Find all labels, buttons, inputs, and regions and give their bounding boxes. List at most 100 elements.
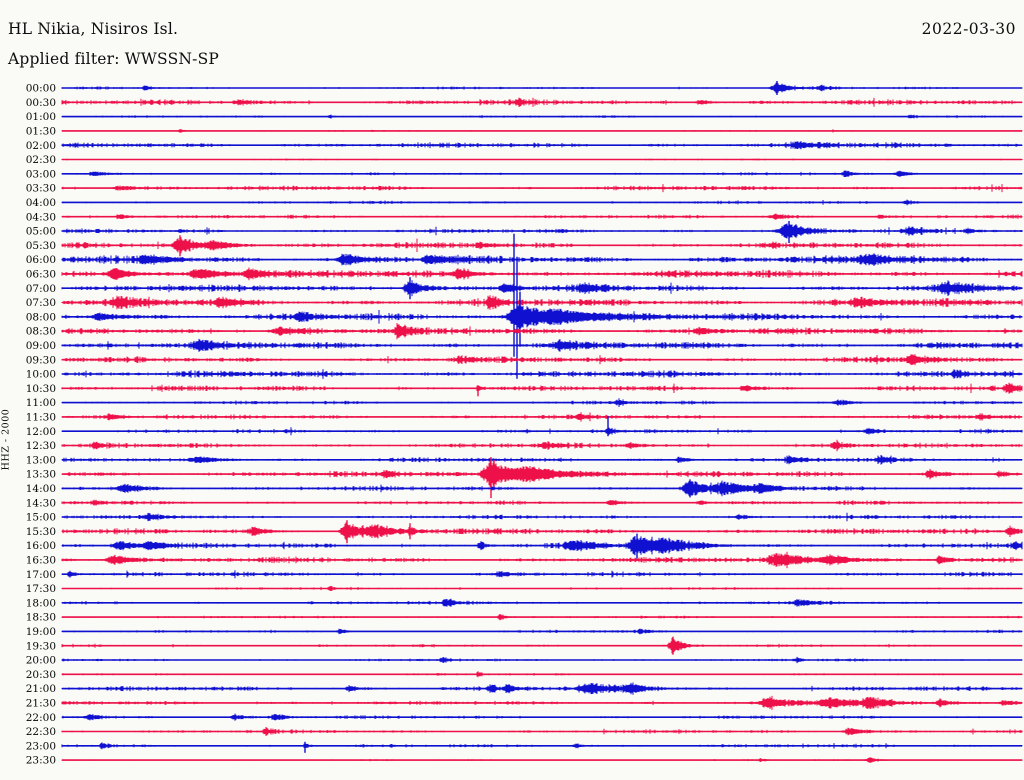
time-label-19:00: 19:00 [26,626,56,638]
trace-waveform [61,114,1023,119]
trace-row-14:00: 14:00 [26,479,1023,498]
time-label-23:00: 23:00 [26,740,56,752]
time-label-19:30: 19:30 [26,640,56,652]
trace-row-05:30: 05:30 [26,235,1023,257]
trace-waveform [61,598,1023,607]
time-label-08:00: 08:00 [26,311,56,323]
trace-waveform [61,742,1023,750]
time-label-05:30: 05:30 [26,240,56,252]
time-label-23:30: 23:30 [26,755,56,767]
trace-waveform [61,369,1023,379]
time-label-01:00: 01:00 [26,111,56,123]
trace-row-05:00: 05:00 [26,221,1023,243]
trace-waveform [61,656,1023,664]
trace-row-01:00: 01:00 [26,111,1023,123]
time-label-04:00: 04:00 [26,197,56,209]
trace-row-10:30: 10:30 [26,382,1023,397]
trace-row-20:00: 20:00 [26,655,1023,667]
trace-waveform [61,439,1023,452]
time-label-21:00: 21:00 [26,683,56,695]
time-label-07:00: 07:00 [26,283,56,295]
trace-waveform [61,82,1023,94]
time-label-10:30: 10:30 [26,383,56,395]
time-label-03:30: 03:30 [26,183,56,195]
time-label-22:00: 22:00 [26,712,56,724]
trace-waveform [61,141,1023,150]
trace-waveform [61,682,1023,695]
trace-waveform [61,713,1023,721]
trace-row-13:00: 13:00 [26,454,1023,466]
trace-row-08:30: 08:30 [26,323,1023,340]
trace-waveform [61,382,1023,394]
trace-row-00:30: 00:30 [26,97,1023,109]
time-label-16:30: 16:30 [26,555,56,567]
trace-row-07:00: 07:00 [26,277,1023,300]
trace-waveform [61,223,1023,239]
trace-waveform [61,614,1023,621]
trace-row-06:30: 06:30 [26,267,1023,281]
trace-waveform [61,199,1023,206]
time-label-03:00: 03:00 [26,168,56,180]
time-label-02:00: 02:00 [26,140,56,152]
trace-row-02:30: 02:30 [26,154,1023,166]
trace-waveform [61,512,1023,522]
trace-row-12:30: 12:30 [26,439,1023,452]
time-label-11:00: 11:00 [26,397,56,409]
trace-row-13:30: 13:30 [26,457,1023,499]
trace-row-18:30: 18:30 [26,612,1023,624]
trace-row-09:30: 09:30 [26,354,1023,366]
time-label-06:00: 06:00 [26,254,56,266]
time-label-00:30: 00:30 [26,97,56,109]
time-label-05:00: 05:00 [26,226,56,238]
time-label-18:00: 18:00 [26,597,56,609]
trace-row-21:30: 21:30 [26,695,1023,710]
trace-waveform [61,586,1023,591]
time-label-20:00: 20:00 [26,655,56,667]
trace-row-01:30: 01:30 [26,126,1023,138]
trace-row-17:30: 17:30 [26,583,1023,595]
time-label-21:30: 21:30 [26,698,56,710]
trace-waveform [61,427,1023,436]
time-label-08:30: 08:30 [26,326,56,338]
event-spike [490,457,495,499]
trace-row-03:00: 03:00 [26,168,1023,180]
time-label-12:30: 12:30 [26,440,56,452]
trace-waveform [61,237,1023,254]
trace-row-03:30: 03:30 [26,183,1023,195]
trace-waveform [61,695,1023,710]
trace-row-08:00: 08:00 [26,233,1023,379]
trace-row-02:00: 02:00 [26,140,1023,152]
report-date: 2022-03-30 [921,20,1016,38]
trace-waveform [61,170,1023,177]
time-label-10:00: 10:00 [26,369,56,381]
trace-waveform [61,280,1023,297]
trace-row-10:00: 10:00 [26,369,1023,381]
time-label-14:30: 14:30 [26,497,56,509]
trace-waveform [61,267,1023,281]
time-label-16:00: 16:00 [26,540,56,552]
trace-waveform [61,295,1023,310]
time-label-17:00: 17:00 [26,569,56,581]
trace-waveform [61,570,1023,579]
trace-row-21:00: 21:00 [26,682,1023,695]
trace-row-11:00: 11:00 [26,397,1023,409]
trace-row-16:30: 16:30 [26,551,1023,569]
trace-row-15:00: 15:00 [26,512,1023,524]
trace-waveform [61,757,1023,763]
trace-waveform [61,461,1023,487]
time-label-04:30: 04:30 [26,211,56,223]
time-label-13:00: 13:00 [26,454,56,466]
trace-waveform [61,480,1023,497]
time-label-07:30: 07:30 [26,297,56,309]
trace-waveform [61,158,1023,161]
trace-waveform [61,551,1023,569]
trace-row-23:30: 23:30 [26,755,1023,767]
trace-waveform [61,213,1023,220]
trace-waveform [61,535,1023,557]
trace-waveform [61,354,1023,366]
trace-waveform [61,412,1023,422]
time-label-01:30: 01:30 [26,126,56,138]
trace-row-23:00: 23:00 [26,740,1023,753]
